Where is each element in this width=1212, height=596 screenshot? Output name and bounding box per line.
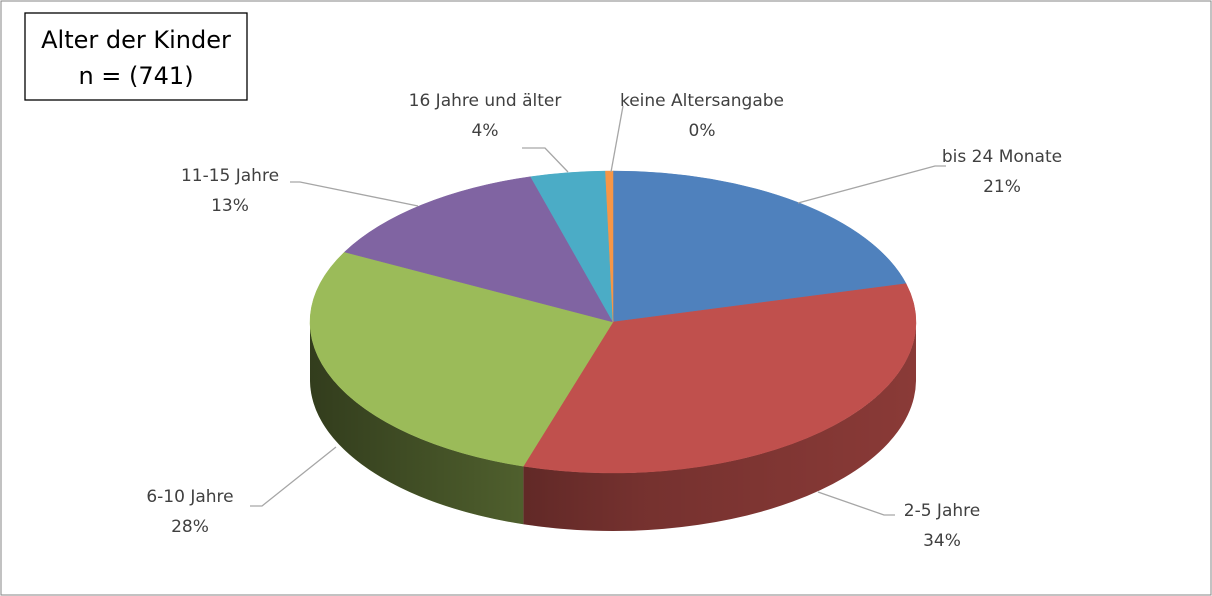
title-box [24, 12, 248, 101]
value-label: 0% [689, 121, 716, 141]
leader-line [797, 165, 946, 204]
slice-label: keine Altersangabe [620, 91, 784, 111]
pie-slice [522, 283, 917, 474]
slice-label: bis 24 Monate [942, 147, 1062, 167]
slice-label: 2-5 Jahre [904, 501, 980, 521]
leader-line [250, 446, 337, 507]
pie-slice [605, 170, 614, 323]
labels: bis 24 Monate 21% 2-5 Jahre 34% 6-10 Jahre 28… [146, 91, 1062, 551]
side-shade [310, 322, 916, 531]
slice-label: 16 Jahre und älter [409, 91, 562, 111]
value-label: 13% [211, 196, 249, 216]
pie-slice [309, 251, 614, 467]
leader-line [817, 491, 895, 516]
slice-label: 11-15 Jahre [181, 166, 279, 186]
pie [309, 170, 917, 531]
chart-subtitle: n = (741) [78, 62, 193, 90]
leader-line [290, 181, 419, 207]
leader-line [610, 105, 624, 173]
pie-slice [344, 176, 614, 323]
leader-line [522, 147, 569, 173]
chart-title: Alter der Kinder [41, 26, 231, 54]
slice-label: 6-10 Jahre [146, 487, 233, 507]
value-label: 21% [983, 177, 1021, 197]
value-label: 28% [171, 517, 209, 537]
value-label: 4% [472, 121, 499, 141]
value-label: 34% [923, 531, 961, 551]
